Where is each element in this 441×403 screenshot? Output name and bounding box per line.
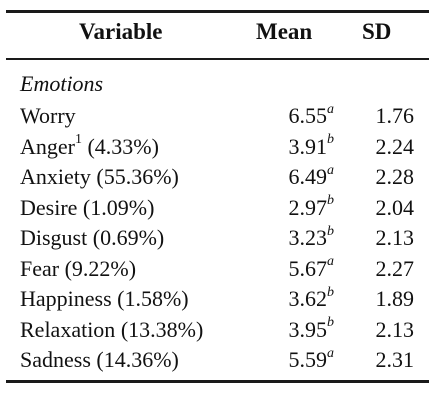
cell-sd: 1.76 [375, 103, 415, 128]
variable-share: (1.09%) [82, 194, 155, 220]
cell-mean: 5.67a [289, 254, 335, 284]
cell-sd: 2.31 [375, 347, 415, 372]
mean-value: 3.95 [288, 316, 328, 342]
mean-value: 6.55 [288, 103, 328, 128]
cell-variable: Anxiety (55.36%) [20, 162, 179, 192]
mean-value: 3.91 [288, 133, 328, 159]
cell-variable: Happiness (1.58%) [20, 284, 189, 314]
cell-sd: 2.13 [375, 316, 415, 342]
cell-variable: Fear (9.22%) [20, 254, 136, 284]
header-sd: SD [362, 19, 392, 44]
variable-share: (1.58%) [117, 286, 189, 311]
cell-sd: 1.89 [375, 286, 415, 311]
table-row: Worry 6.55a 1.76 [6, 101, 429, 132]
cell-sd: 2.24 [375, 133, 415, 159]
mean-significance-marker: a [327, 345, 334, 361]
table-header-rule [6, 58, 429, 60]
table-row: Desire (1.09%) 2.97b 2.04 [6, 193, 429, 224]
cell-sd: 2.28 [375, 164, 415, 189]
variable-share: (14.36%) [96, 347, 179, 372]
cell-mean: 5.59a [289, 345, 335, 375]
variable-label: Desire [20, 194, 78, 220]
footnote-marker: 1 [74, 132, 82, 148]
variable-label: Relaxation [20, 316, 116, 342]
cell-mean: 6.55a [289, 101, 335, 131]
variable-label: Happiness [20, 286, 112, 311]
variable-label: Sadness [20, 347, 91, 372]
cell-variable: Relaxation (13.38%) [20, 315, 203, 345]
table-row: Disgust (0.69%) 3.23b 2.13 [6, 223, 429, 254]
table-header-row: Variable Mean SD [6, 19, 429, 53]
mean-significance-marker: b [327, 132, 334, 148]
mean-value: 5.59 [288, 347, 328, 372]
section-label-emotions: Emotions [20, 71, 104, 96]
mean-significance-marker: a [327, 254, 334, 270]
mean-significance-marker: a [327, 162, 334, 178]
variable-share: (13.38%) [120, 316, 204, 342]
cell-variable: Disgust (0.69%) [20, 223, 164, 253]
table-row: Fear (9.22%) 5.67a 2.27 [6, 254, 429, 285]
cell-sd: 2.13 [375, 225, 415, 250]
cell-mean: 6.49a [289, 162, 335, 192]
mean-significance-marker: b [327, 223, 334, 239]
table-row: Anger1 (4.33%) 3.91b 2.24 [6, 132, 429, 163]
variable-share: (0.69%) [92, 225, 165, 250]
mean-significance-marker: a [327, 101, 334, 117]
variable-share: (4.33%) [87, 133, 159, 159]
mean-value: 6.49 [288, 164, 328, 189]
mean-value: 3.23 [288, 225, 328, 250]
table-row: Anxiety (55.36%) 6.49a 2.28 [6, 162, 429, 193]
variable-label: Anger [20, 133, 75, 159]
table-row: Relaxation (13.38%) 3.95b 2.13 [6, 315, 429, 346]
cell-variable: Sadness (14.36%) [20, 345, 179, 375]
variable-label: Fear [20, 255, 60, 281]
header-variable: Variable [79, 19, 163, 44]
mean-significance-marker: b [327, 284, 334, 300]
table-row: Sadness (14.36%) 5.59a 2.31 [6, 345, 429, 376]
cell-mean: 3.91b [289, 132, 335, 162]
mean-value: 5.67 [288, 255, 328, 281]
cell-variable: Worry [20, 101, 76, 131]
table-top-rule [6, 10, 429, 13]
cell-variable: Desire (1.09%) [20, 193, 154, 223]
header-mean: Mean [256, 19, 313, 44]
variable-label: Anxiety [20, 164, 91, 189]
table-row: Happiness (1.58%) 3.62b 1.89 [6, 284, 429, 315]
table-body: Worry 6.55a 1.76 Anger1 (4.33%) 3.91b 2.24 Anx… [6, 101, 429, 376]
variable-share: (55.36%) [96, 164, 179, 189]
cell-mean: 3.95b [289, 315, 335, 345]
cell-mean: 2.97b [289, 193, 335, 223]
cell-variable: Anger1 (4.33%) [20, 132, 159, 162]
table-bottom-rule [6, 380, 429, 383]
cell-mean: 3.23b [289, 223, 335, 253]
variable-share: (9.22%) [64, 255, 137, 281]
cell-mean: 3.62b [289, 284, 335, 314]
cell-sd: 2.27 [375, 255, 415, 281]
mean-value: 2.97 [288, 194, 328, 220]
mean-significance-marker: b [327, 315, 334, 331]
variable-label: Disgust [20, 225, 88, 250]
cell-sd: 2.04 [375, 194, 415, 220]
mean-value: 3.62 [288, 286, 328, 311]
mean-significance-marker: b [327, 193, 334, 209]
variable-label: Worry [20, 103, 76, 128]
